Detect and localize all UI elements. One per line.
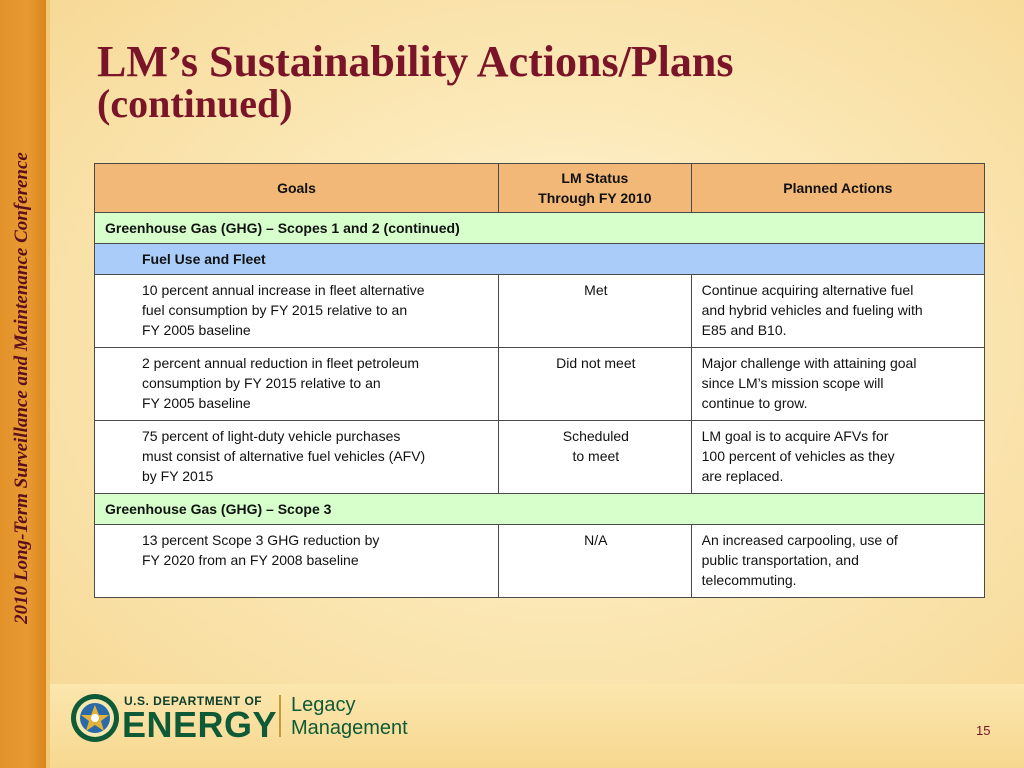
section-label: Greenhouse Gas (GHG) – Scope 3 bbox=[94, 493, 985, 525]
legacy-management-logo: Legacy Management bbox=[291, 694, 408, 740]
slide-title-line2: (continued) bbox=[97, 81, 293, 126]
doe-energy-wordmark: ENERGY bbox=[122, 704, 278, 745]
subsection-row-fuel-fleet: Fuel Use and Fleet bbox=[94, 243, 985, 275]
page-number: 15 bbox=[976, 723, 991, 738]
section-label: Greenhouse Gas (GHG) – Scopes 1 and 2 (c… bbox=[94, 212, 985, 244]
action-cell: LM goal is to acquire AFVs for 100 perce… bbox=[690, 420, 986, 494]
sustainability-table: Goals LM Status Through FY 2010 Planned … bbox=[93, 163, 986, 598]
slide-title-line1: LM’s Sustainability Actions/Plans bbox=[97, 37, 734, 86]
left-side-bar bbox=[0, 0, 46, 768]
status-cell: N/A bbox=[498, 524, 692, 598]
goal-cell: 75 percent of light-duty vehicle purchas… bbox=[93, 420, 500, 494]
goal-cell: 13 percent Scope 3 GHG reduction by FY 2… bbox=[93, 524, 500, 598]
table-row: 10 percent annual increase in fleet alte… bbox=[93, 274, 986, 348]
status-cell: Met bbox=[498, 274, 692, 348]
doe-department-text: U.S. DEPARTMENT OF bbox=[124, 694, 263, 708]
conference-vertical-label: 2010 Long-Term Surveillance and Maintena… bbox=[11, 152, 32, 624]
goal-cell: 10 percent annual increase in fleet alte… bbox=[93, 274, 500, 348]
table-row: 2 percent annual reduction in fleet petr… bbox=[93, 347, 986, 421]
slide-title: LM’s Sustainability Actions/Plans (conti… bbox=[97, 38, 734, 128]
section-row-ghg-scope-3: Greenhouse Gas (GHG) – Scope 3 bbox=[94, 493, 985, 525]
header-lm-status: LM Status Through FY 2010 bbox=[498, 163, 692, 213]
action-cell: An increased carpooling, use of public t… bbox=[690, 524, 986, 598]
logo-divider bbox=[279, 695, 281, 737]
action-cell: Continue acquiring alternative fuel and … bbox=[690, 274, 986, 348]
header-planned-actions: Planned Actions bbox=[690, 163, 986, 213]
action-cell: Major challenge with attaining goal sinc… bbox=[690, 347, 986, 421]
legacy-line2: Management bbox=[291, 717, 408, 739]
goal-cell: 2 percent annual reduction in fleet petr… bbox=[93, 347, 500, 421]
legacy-line1: Legacy bbox=[291, 694, 356, 716]
table-header-row: Goals LM Status Through FY 2010 Planned … bbox=[93, 163, 986, 213]
section-row-ghg-scopes-1-2: Greenhouse Gas (GHG) – Scopes 1 and 2 (c… bbox=[94, 212, 985, 244]
left-side-bar-edge bbox=[46, 0, 50, 768]
status-cell: Scheduled to meet bbox=[498, 420, 692, 494]
doe-seal-icon bbox=[71, 694, 119, 742]
table-row: 13 percent Scope 3 GHG reduction by FY 2… bbox=[93, 524, 986, 598]
subsection-label: Fuel Use and Fleet bbox=[94, 243, 985, 275]
footer-band bbox=[50, 684, 1024, 768]
header-goals: Goals bbox=[93, 163, 500, 213]
table-row: 75 percent of light-duty vehicle purchas… bbox=[93, 420, 986, 494]
status-cell: Did not meet bbox=[498, 347, 692, 421]
